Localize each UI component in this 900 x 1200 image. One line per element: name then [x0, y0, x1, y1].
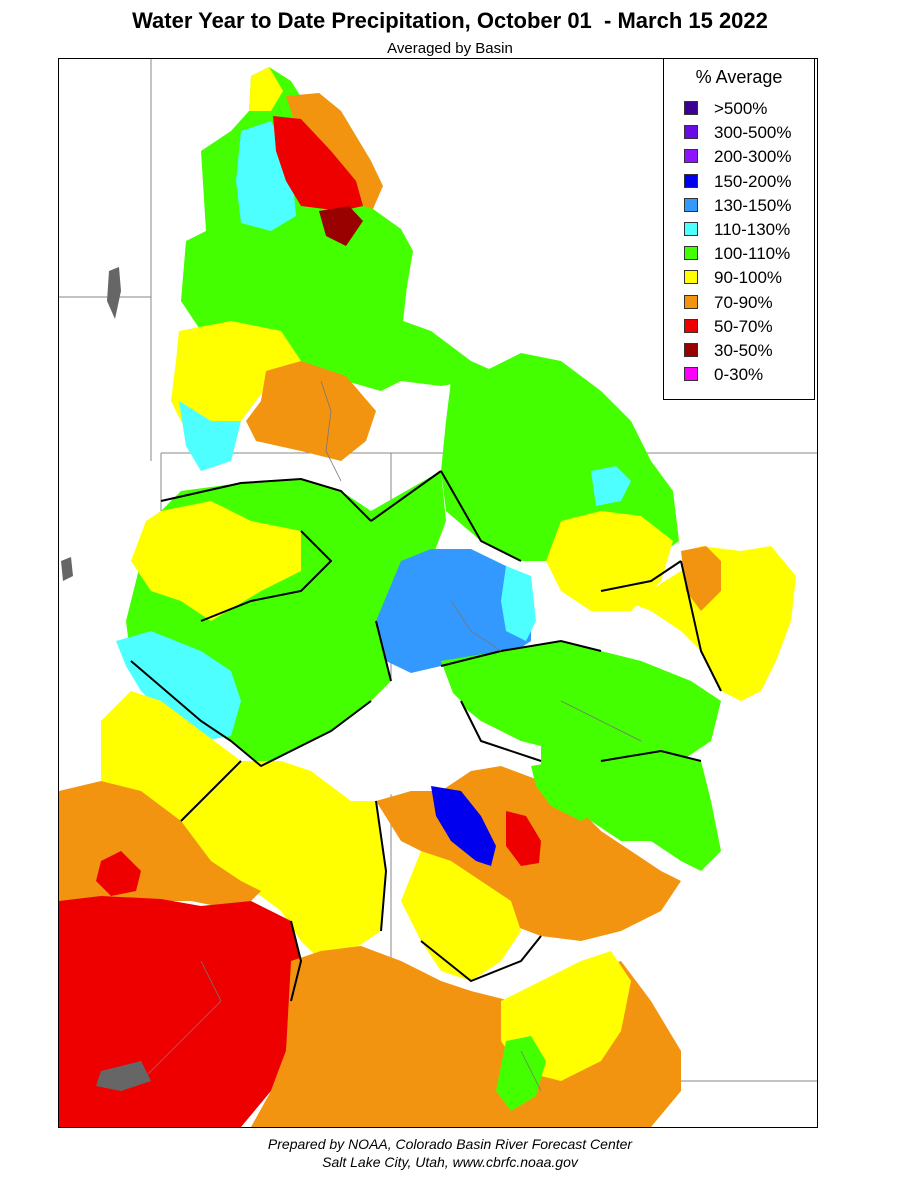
legend: % Average >500% 300-500% 200-300% 150-200% 1… — [663, 58, 815, 400]
map-subtitle: Averaged by Basin — [387, 40, 513, 57]
legend-swatch — [684, 222, 698, 236]
legend-item: 90-100% — [684, 268, 782, 288]
basin-east-orange — [681, 546, 721, 611]
legend-swatch — [684, 343, 698, 357]
basin-north-red — [273, 116, 363, 211]
basin-dolores-red — [506, 811, 541, 866]
legend-item: 110-130% — [684, 220, 790, 240]
map-title: Water Year to Date Precipitation, Octobe… — [132, 8, 768, 33]
basin-yampa-yellow — [546, 511, 673, 611]
legend-swatch — [684, 367, 698, 382]
legend-swatch — [684, 149, 698, 164]
basin-regions — [59, 67, 796, 1127]
lakes — [61, 267, 151, 1091]
legend-swatch — [684, 125, 698, 140]
basin-lower-yellow — [101, 691, 386, 961]
legend-item: 300-500% — [684, 123, 792, 143]
legend-title: % Average — [695, 67, 783, 87]
basin-north-darkred — [319, 206, 363, 246]
legend-swatch — [684, 270, 698, 285]
legend-swatch — [684, 246, 698, 261]
basin-east-green — [441, 641, 721, 771]
legend-item: 50-70% — [684, 317, 773, 337]
footer-location: Salt Lake City, Utah, www.cbrfc.noaa.gov — [322, 1154, 578, 1170]
basin-west-cyan — [179, 401, 241, 471]
basin-boundaries — [130, 470, 722, 1002]
legend-swatch — [684, 197, 698, 212]
legend-label: 200-300% — [714, 147, 792, 167]
basin-san-juan-green — [541, 731, 721, 871]
legend-item: 130-150% — [684, 196, 792, 216]
basin-yampa — [441, 353, 679, 561]
legend-label: 150-200% — [714, 171, 792, 191]
basin-lower-red-pocket — [96, 851, 141, 896]
legend-label: 90-100% — [714, 268, 783, 288]
basin-gunnison-blue — [376, 549, 531, 673]
basin-north-yellow — [249, 67, 283, 111]
basin-colorado-yellow — [131, 501, 301, 621]
legend-label: 50-70% — [714, 316, 773, 336]
legend-swatch — [684, 173, 698, 188]
basin-yampa-cyan — [591, 466, 631, 506]
legend-item: 200-300% — [684, 147, 792, 167]
basin-colorado-cyan — [116, 631, 241, 741]
legend-item: 70-90% — [684, 293, 773, 313]
legend-label: 30-50% — [714, 341, 773, 360]
legend-swatch — [684, 101, 698, 115]
legend-item: 100-110% — [684, 244, 790, 264]
rivers — [140, 380, 642, 1092]
basin-north-orange — [286, 93, 383, 209]
basin-gunnison-cyan — [501, 566, 536, 641]
basin-east-yellow — [601, 546, 796, 701]
basin-south-green — [496, 1036, 546, 1111]
basin-dolores-green — [531, 761, 601, 821]
legend-item: >500% — [684, 99, 767, 119]
basin-no-data — [301, 671, 481, 801]
legend-label: 300-500% — [714, 123, 792, 143]
legend-swatch — [684, 294, 698, 309]
legend-item: 30-50% — [684, 341, 773, 361]
basin-central-orange — [246, 361, 376, 461]
legend-item: 0-30% — [684, 365, 763, 385]
legend-label: 0-30% — [714, 365, 764, 385]
legend-label: 70-90% — [714, 292, 773, 312]
legend-item: 150-200% — [684, 172, 792, 192]
basin-lower-red-west — [59, 896, 301, 1127]
basin-west-yellow — [171, 321, 301, 441]
legend-label: 110-130% — [714, 220, 791, 239]
legend-label: 130-150% — [714, 195, 792, 215]
legend-label: >500% — [714, 99, 768, 118]
legend-swatch — [684, 318, 698, 333]
footer-credit: Prepared by NOAA, Colorado Basin River F… — [267, 1136, 633, 1152]
legend-label: 100-110% — [714, 244, 791, 264]
basin-dolores-blue — [431, 786, 496, 866]
